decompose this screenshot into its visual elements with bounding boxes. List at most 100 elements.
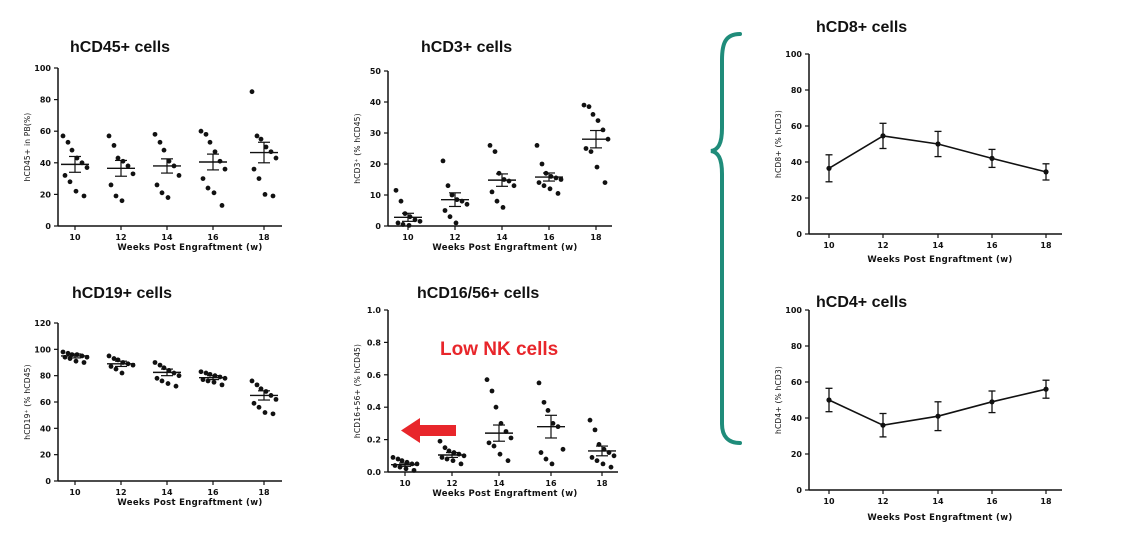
data-point [251, 166, 257, 172]
y-tick-label: 50 [370, 67, 382, 76]
low-nk-annotation: Low NK cells [440, 339, 558, 360]
data-point [262, 192, 268, 197]
data-point [159, 190, 165, 196]
data-point [590, 112, 596, 117]
data-point [600, 127, 606, 133]
chart-hcd45-panel: hCD45+ cells 0 20 40 60 80 100 10 12 14 16 18Weeks… [23, 39, 282, 253]
data-point [541, 399, 547, 405]
data-point [395, 456, 401, 462]
y-axis-label: hCD3⁺ (% hCD45) [353, 113, 362, 184]
y-tick-label: 30 [370, 129, 382, 138]
data-point [409, 461, 415, 467]
data-point [487, 143, 493, 148]
data-point [108, 364, 114, 369]
x-axis-label: Weeks Post Engraftment (w) [432, 489, 577, 499]
data-point [81, 193, 87, 199]
x-tick-label: 12 [446, 479, 457, 488]
data-point [69, 147, 75, 153]
x-tick-label: 16 [986, 241, 998, 250]
data-point [417, 218, 423, 224]
x-tick-label: 18 [258, 488, 270, 497]
data-point [268, 149, 274, 155]
data-point [154, 375, 160, 381]
data-point [249, 89, 255, 95]
data-point [256, 404, 262, 410]
data-point [1043, 169, 1049, 175]
data-point [395, 220, 401, 226]
x-tick-label: 10 [402, 233, 414, 242]
x-tick-label: 10 [399, 479, 411, 488]
data-point [251, 400, 257, 406]
data-point [594, 458, 600, 464]
data-point [222, 166, 228, 172]
data-point [449, 192, 455, 198]
data-point [176, 173, 182, 178]
data-point [506, 178, 512, 184]
x-tick-label: 10 [823, 497, 835, 506]
data-point [589, 455, 595, 460]
data-point [67, 356, 73, 361]
data-point [497, 451, 503, 457]
y-tick-label: 20 [791, 194, 803, 203]
data-point [442, 208, 448, 213]
data-point [60, 133, 66, 139]
data-point [464, 201, 470, 207]
data-point [602, 180, 608, 186]
chart-hcd8-panel: hCD8+ cells 0 20 40 60 80 100 10 12 14 16 18 Weeks … [774, 19, 1062, 265]
data-point [560, 446, 566, 452]
data-point [115, 155, 121, 161]
data-point [165, 381, 171, 386]
data-point [989, 399, 995, 405]
y-tick-label: 0 [796, 230, 802, 239]
data-point [880, 133, 886, 139]
data-point [489, 388, 495, 394]
chart-title: hCD3+ cells [421, 39, 512, 56]
x-tick-label: 18 [258, 233, 270, 242]
chart-title: hCD16/56+ cells [417, 285, 539, 302]
data-point [198, 128, 204, 134]
data-point [545, 408, 551, 413]
data-point [550, 421, 556, 426]
x-axis-label: Weeks Post Engraftment (w) [117, 498, 262, 508]
y-tick-label: 40 [791, 414, 803, 423]
x-tick-label: 10 [823, 241, 835, 250]
y-tick-label: 60 [40, 127, 52, 136]
x-tick-label: 10 [69, 233, 81, 242]
data-point [595, 118, 601, 123]
data-point [399, 458, 405, 464]
data-point [157, 362, 163, 368]
x-tick-label: 12 [877, 241, 888, 250]
data-point [111, 356, 117, 361]
data-point [586, 104, 592, 110]
y-tick-label: 20 [791, 450, 803, 459]
y-tick-label: 1.0 [367, 306, 382, 315]
data-point [491, 443, 497, 449]
data-point [1043, 386, 1049, 392]
data-point [106, 133, 112, 139]
chart-hcd16-panel: hCD16/56+ cells 0.0 0.2 0.4 0.6 0.8 1.0 10 12 14… [353, 285, 618, 499]
x-axis-label: Weeks Post Engraftment (w) [432, 243, 577, 253]
data-point [212, 149, 218, 155]
data-point [203, 370, 209, 376]
data-point [249, 378, 255, 384]
x-axis-label: Weeks Post Engraftment (w) [867, 255, 1012, 265]
x-tick-label: 14 [932, 241, 944, 250]
data-point [411, 467, 417, 473]
data-point [211, 379, 217, 385]
y-tick-label: 0 [796, 486, 802, 495]
data-point [159, 378, 165, 384]
y-tick-label: 0.4 [367, 403, 382, 412]
data-point [555, 191, 561, 196]
data-point [113, 193, 119, 199]
x-tick-label: 16 [545, 479, 557, 488]
data-point [826, 397, 832, 403]
data-point [154, 182, 160, 188]
chart-hcd19-panel: hCD19+ cells 0 20 40 60 80 100 120 10 12 14 16 18We… [23, 285, 282, 508]
y-tick-label: 20 [370, 160, 382, 169]
y-tick-label: 100 [34, 64, 51, 73]
data-point [442, 445, 448, 451]
data-point [200, 377, 206, 383]
x-tick-label: 14 [496, 233, 508, 242]
data-point [256, 176, 262, 182]
